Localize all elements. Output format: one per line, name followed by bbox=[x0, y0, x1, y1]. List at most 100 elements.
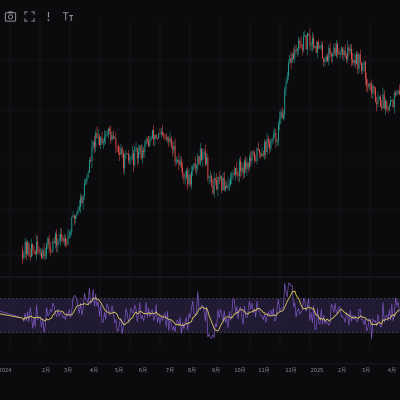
candle-body bbox=[324, 59, 326, 63]
x-axis-label: 4月 bbox=[388, 368, 396, 374]
candle-body bbox=[238, 160, 240, 176]
candle-body bbox=[246, 162, 248, 169]
candle-body bbox=[371, 84, 373, 94]
candle-body bbox=[54, 234, 56, 243]
candle-body bbox=[180, 160, 182, 168]
candle-body bbox=[111, 135, 113, 141]
candle-body bbox=[311, 37, 313, 45]
candle-body bbox=[77, 210, 79, 214]
candle-body bbox=[110, 131, 112, 141]
candle-body bbox=[323, 58, 325, 63]
candle-body bbox=[143, 150, 145, 153]
candle-body bbox=[178, 159, 180, 165]
candle-body bbox=[293, 53, 294, 60]
candle-body bbox=[284, 89, 286, 115]
candle-body bbox=[36, 241, 37, 255]
candle-body bbox=[332, 53, 334, 56]
candle-body bbox=[105, 135, 107, 138]
x-axis-label: 5月 bbox=[115, 368, 123, 374]
candle-body bbox=[386, 100, 388, 109]
candle-body bbox=[241, 167, 243, 172]
candle-body bbox=[290, 58, 292, 63]
candle-body bbox=[207, 157, 209, 178]
candle-body bbox=[299, 40, 301, 44]
candle-body bbox=[222, 178, 224, 191]
candle-body bbox=[397, 90, 399, 94]
candle-body bbox=[214, 178, 216, 181]
candle-body bbox=[325, 56, 327, 60]
candle-body bbox=[344, 50, 346, 56]
candle-body bbox=[96, 133, 98, 138]
screenshot-icon[interactable] bbox=[4, 10, 17, 23]
candle-body bbox=[167, 138, 168, 140]
candle-body bbox=[91, 146, 93, 161]
candle-body bbox=[158, 133, 160, 139]
candle-body bbox=[213, 178, 215, 194]
candle-body bbox=[256, 148, 258, 161]
candle-body bbox=[390, 100, 391, 106]
candle-body bbox=[356, 53, 357, 64]
candle-body bbox=[347, 47, 349, 60]
candle-body bbox=[83, 183, 85, 197]
x-axis-label: 12月 bbox=[285, 368, 296, 374]
candle-body bbox=[237, 174, 239, 176]
fullscreen-icon[interactable] bbox=[23, 10, 36, 23]
candle-body bbox=[252, 151, 254, 153]
candle-body bbox=[313, 37, 315, 48]
candle-body bbox=[296, 47, 298, 52]
candle-body bbox=[231, 174, 233, 178]
candle-body bbox=[382, 94, 384, 109]
candle-body bbox=[116, 146, 118, 148]
candle-body bbox=[24, 241, 26, 254]
candle-body bbox=[141, 150, 143, 159]
candle-body bbox=[318, 41, 320, 49]
candle-body bbox=[334, 47, 336, 56]
candle-body bbox=[310, 44, 312, 46]
candle-body bbox=[56, 234, 58, 246]
candle-body bbox=[43, 250, 45, 257]
candle-body bbox=[128, 154, 129, 161]
indicator-icon[interactable] bbox=[61, 10, 74, 23]
candle-body bbox=[211, 176, 213, 186]
candle-body bbox=[136, 148, 138, 159]
candle-body bbox=[383, 94, 385, 109]
candle-body bbox=[86, 177, 88, 182]
candle-body bbox=[328, 47, 330, 62]
candle-body bbox=[139, 146, 141, 152]
candle-body bbox=[101, 137, 103, 144]
candle-body bbox=[274, 133, 276, 136]
candle-body bbox=[112, 135, 114, 139]
candle-body bbox=[240, 160, 242, 172]
candle-body bbox=[203, 151, 205, 153]
candle-body bbox=[243, 160, 245, 174]
candle-body bbox=[188, 174, 190, 184]
candle-body bbox=[301, 47, 303, 50]
candle-body bbox=[149, 138, 151, 147]
candle-body bbox=[366, 78, 368, 85]
candle-body bbox=[117, 147, 119, 153]
candle-body bbox=[265, 141, 267, 153]
candle-body bbox=[395, 93, 397, 95]
candle-body bbox=[97, 136, 99, 138]
alert-icon[interactable] bbox=[42, 10, 55, 23]
candle-body bbox=[66, 243, 68, 245]
candle-body bbox=[342, 48, 344, 55]
candle-body bbox=[87, 172, 89, 178]
candle-body bbox=[82, 196, 84, 203]
candle-body bbox=[75, 215, 76, 220]
candle-body bbox=[189, 174, 191, 185]
candle-body bbox=[61, 234, 63, 238]
candle-body bbox=[208, 176, 210, 178]
grid bbox=[0, 20, 400, 350]
candle-body bbox=[183, 174, 185, 178]
candle-body bbox=[358, 54, 360, 69]
candle-body bbox=[140, 146, 142, 159]
candle-body bbox=[38, 248, 40, 253]
candle-body bbox=[197, 156, 199, 167]
candle-body bbox=[144, 144, 146, 153]
candle-body bbox=[267, 138, 269, 143]
candle-body bbox=[319, 47, 321, 49]
candle-body bbox=[228, 184, 230, 186]
